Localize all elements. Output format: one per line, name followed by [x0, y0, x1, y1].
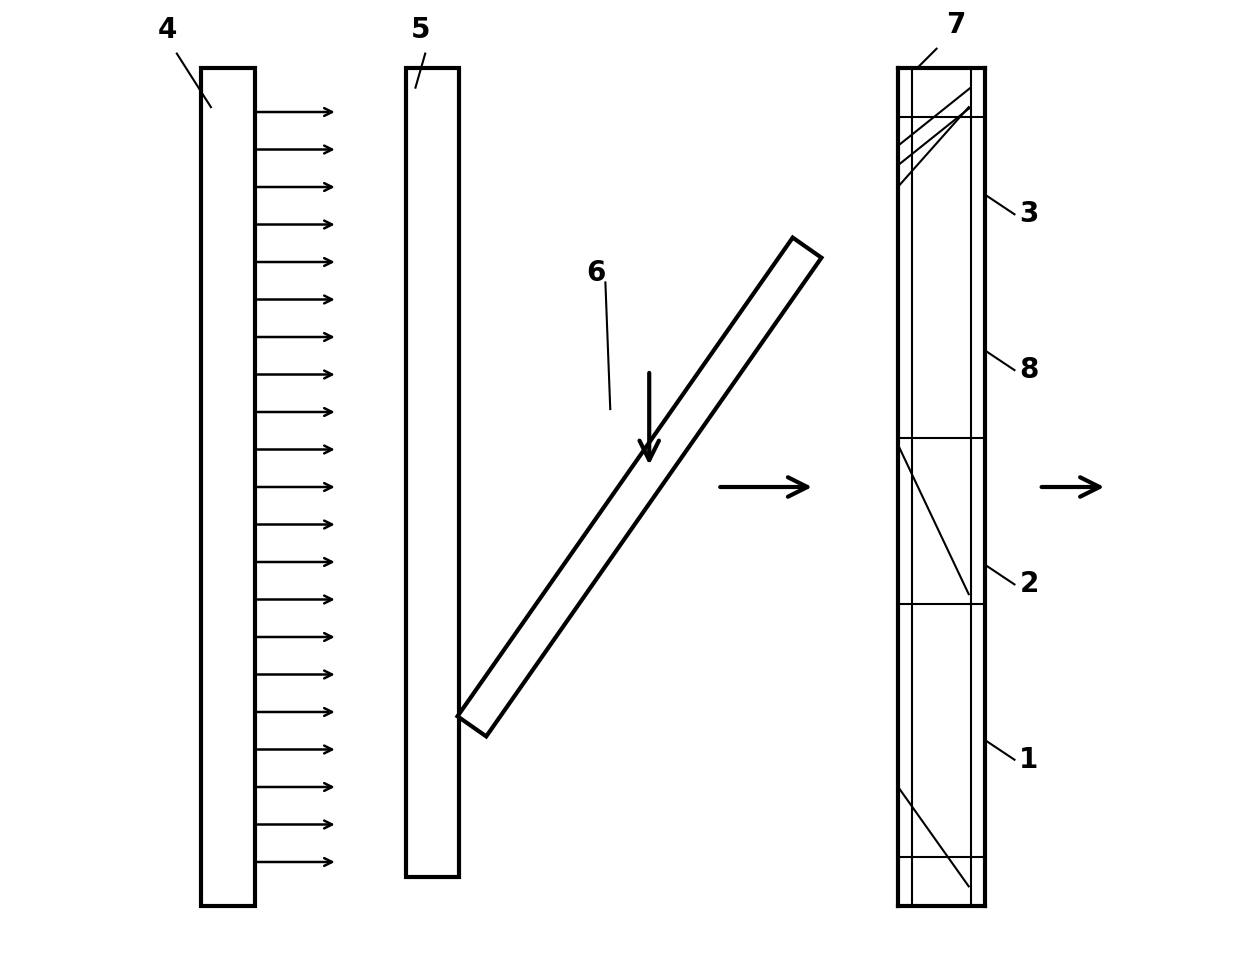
Polygon shape: [458, 238, 821, 736]
FancyBboxPatch shape: [405, 68, 459, 877]
Text: 2: 2: [1019, 571, 1039, 598]
Text: 4: 4: [157, 16, 177, 44]
FancyBboxPatch shape: [201, 68, 254, 906]
Text: 5: 5: [410, 16, 430, 44]
Text: 1: 1: [1019, 746, 1039, 773]
Text: 3: 3: [1019, 201, 1039, 228]
Text: 7: 7: [946, 11, 966, 39]
Text: 8: 8: [1019, 356, 1039, 384]
Text: 6: 6: [587, 259, 605, 286]
